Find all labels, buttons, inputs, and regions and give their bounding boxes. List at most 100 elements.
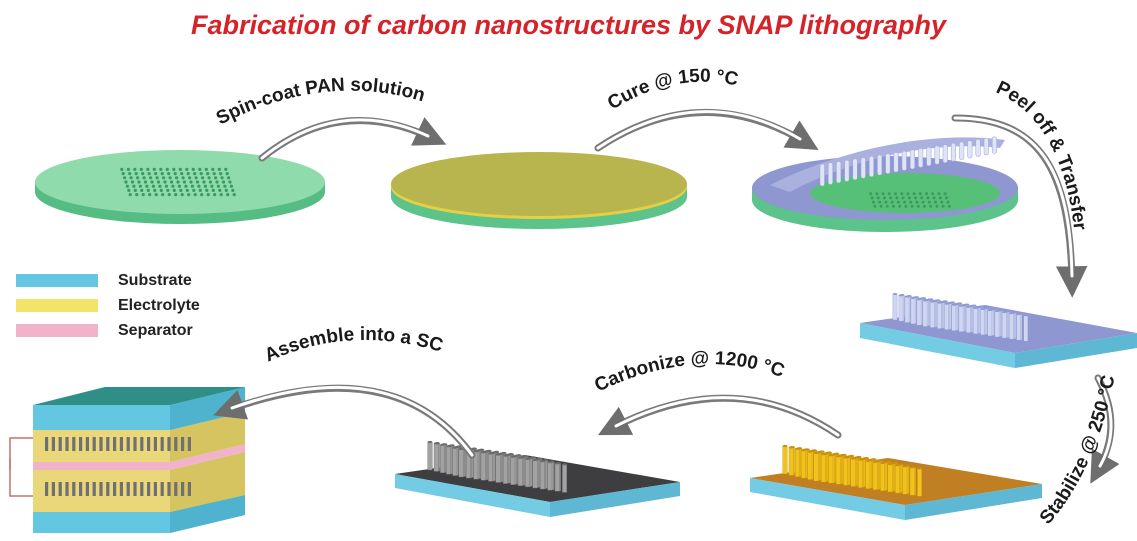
pattern-dot: [212, 172, 216, 176]
sc-pillar: [167, 482, 171, 496]
nano-pillar: [916, 298, 922, 326]
pattern-dot: [190, 184, 194, 188]
pattern-dot: [193, 193, 197, 197]
pattern-dot: [120, 167, 124, 171]
pattern-dot: [180, 172, 184, 176]
pattern-dot: [165, 167, 169, 171]
pattern-dot: [208, 180, 213, 184]
pattern-dot: [923, 204, 926, 208]
pattern-dot: [907, 196, 911, 200]
pattern-dot: [214, 176, 218, 180]
nano-pillar: [944, 302, 949, 330]
pattern-dot: [145, 184, 149, 188]
sc-pillar: [153, 437, 157, 451]
sc-pillar: [92, 437, 96, 451]
pattern-dot: [148, 193, 152, 197]
pattern-dot: [921, 200, 925, 204]
pattern-dot: [197, 184, 201, 188]
pattern-dot: [940, 200, 944, 204]
nano-pillar: [517, 456, 523, 486]
pattern-dot: [898, 204, 902, 208]
pattern-dot: [153, 188, 157, 192]
pattern-dot: [872, 200, 875, 204]
sc-pillar: [72, 482, 76, 496]
block-pan-pillars: [860, 292, 1137, 368]
pattern-dot: [894, 192, 897, 196]
pattern-dot: [202, 180, 206, 184]
nano-pillar: [880, 461, 886, 492]
block-stabilized-pillars: [750, 444, 1042, 520]
nano-pillar: [427, 440, 433, 471]
nano-pillar: [788, 446, 794, 476]
pattern-dot: [140, 188, 144, 192]
pattern-dot: [187, 193, 191, 197]
pattern-dot: [218, 188, 222, 192]
sc-pillar: [113, 437, 117, 451]
pattern-dot: [876, 196, 880, 200]
nano-pillar: [951, 303, 957, 331]
sc-pillar: [119, 437, 123, 451]
pattern-dot: [182, 180, 187, 184]
mold-pillar: [877, 154, 883, 176]
nano-pillar: [503, 454, 508, 484]
pattern-dot: [925, 192, 928, 196]
pattern-dot: [163, 180, 167, 184]
mold-pillar: [926, 146, 932, 167]
sc-pillar: [187, 482, 191, 496]
pattern-dot: [206, 193, 210, 197]
pattern-dot: [211, 188, 215, 192]
pattern-dot: [169, 180, 174, 184]
nano-pillar: [902, 465, 908, 495]
pattern-dot: [931, 192, 935, 196]
pattern-dot: [146, 188, 150, 192]
pattern-dot: [916, 204, 920, 208]
legend: Substrate Electrolyte Separator: [16, 268, 200, 343]
sc-pillar: [58, 437, 62, 451]
pattern-dot: [228, 180, 232, 184]
sc-pillar: [126, 482, 130, 496]
pattern-dot: [881, 192, 885, 196]
pattern-dot: [133, 188, 137, 192]
pattern-dot: [934, 200, 937, 204]
pattern-dot: [918, 192, 922, 196]
pattern-dot: [143, 180, 148, 184]
pattern-dot: [912, 192, 916, 196]
nano-pillar: [892, 292, 898, 321]
step-cure-label: Cure @ 150 °C: [604, 66, 740, 114]
pattern-dot: [947, 204, 951, 208]
pattern-dot: [205, 188, 209, 192]
sc-pillar: [65, 437, 69, 451]
pattern-dot: [909, 200, 913, 204]
pattern-dot: [929, 204, 933, 208]
nano-pillar: [937, 301, 942, 329]
pattern-dot: [199, 172, 203, 176]
pattern-dot: [164, 184, 168, 188]
nano-pillar: [858, 458, 863, 488]
mold-pillar: [836, 161, 842, 184]
nano-pillar: [895, 464, 900, 494]
pattern-dot: [207, 176, 211, 180]
mold-pillar: [918, 148, 924, 168]
nano-pillar: [562, 463, 568, 493]
legend-item-substrate: Substrate: [16, 268, 200, 293]
pattern-dot: [133, 167, 137, 171]
sc-pillar: [106, 437, 110, 451]
nano-pillar: [510, 455, 516, 485]
pattern-dot: [216, 184, 220, 188]
sc-pillar: [174, 482, 178, 496]
nano-pillar: [801, 449, 807, 479]
step-carbonize-label: Carbonize @ 1200 °C: [591, 348, 787, 396]
mold-pillar: [827, 162, 833, 185]
nano-pillar: [904, 295, 910, 323]
pattern-dot: [938, 196, 942, 200]
nano-pillar: [994, 309, 1000, 338]
pattern-dot: [883, 196, 886, 200]
pattern-dot: [226, 193, 230, 197]
legend-label-electrolyte: Electrolyte: [118, 296, 200, 314]
pattern-dot: [890, 200, 894, 204]
pattern-dot: [224, 188, 228, 192]
pattern-dot: [160, 172, 164, 176]
nano-pillar: [782, 444, 788, 475]
sc-pillar: [106, 482, 110, 496]
